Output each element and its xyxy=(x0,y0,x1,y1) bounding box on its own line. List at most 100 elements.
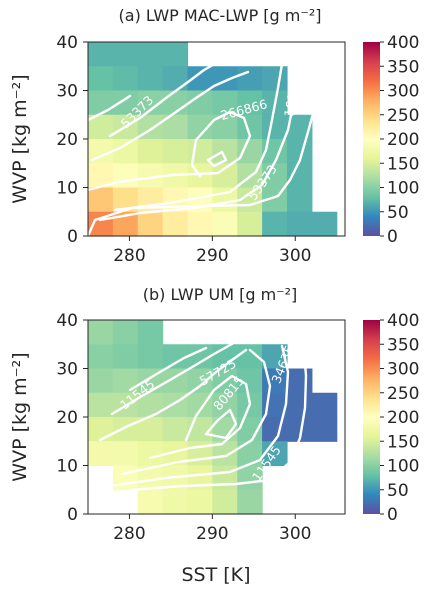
panel-a-cbar-tick-label: 0 xyxy=(387,227,398,247)
panel-b-cell xyxy=(187,368,213,394)
panel-b-contour-1 xyxy=(94,348,308,500)
panel-a-cell xyxy=(137,42,164,67)
panel-a-cell xyxy=(137,139,164,164)
panel-a-cell xyxy=(286,163,313,189)
panel-b-cbar-tick-label: 200 xyxy=(387,408,419,428)
panel-b-cell xyxy=(311,392,338,418)
panel-a-contour-6 xyxy=(90,70,250,162)
panel-a-cell xyxy=(262,211,288,237)
panel-a-cell xyxy=(88,66,114,92)
panel-b-xtick-label: 300 xyxy=(279,524,311,544)
panel-b-cells xyxy=(88,320,338,515)
panel-a-cell xyxy=(212,66,238,92)
panel-a-cell xyxy=(162,42,189,67)
panel-a-contour-3 xyxy=(113,62,284,212)
panel-a-colorbar-ticks: 0 50 100 150 200 250 300 350 400 xyxy=(380,33,419,247)
panel-a-cell xyxy=(112,163,139,189)
panel-a: (a) LWP MAC-LWP [g m⁻²] WVP [kg m⁻²] 533… xyxy=(9,6,419,266)
panel-b-cell xyxy=(112,441,139,467)
panel-b-cell xyxy=(112,344,139,370)
panel-b-cell xyxy=(137,489,164,515)
panel-a-title: (a) LWP MAC-LWP [g m⁻²] xyxy=(119,6,322,25)
panel-a-cell xyxy=(137,66,164,92)
panel-b-cell xyxy=(237,465,263,491)
panel-b-cbar-tick-label: 100 xyxy=(387,457,419,477)
panel-b-cell xyxy=(162,344,189,370)
panel-a-cell xyxy=(112,139,139,164)
panel-b-ytick-label: 0 xyxy=(67,505,78,525)
panel-a-cbar-tick-label: 400 xyxy=(387,33,419,53)
panel-a-ytick-label: 30 xyxy=(56,82,78,102)
panel-b-cell xyxy=(137,344,164,370)
panel-a-contour-2 xyxy=(98,68,300,222)
panel-b-cbar-tick-label: 150 xyxy=(387,432,419,452)
panel-b-cell xyxy=(112,320,139,345)
panel-a-cell xyxy=(286,187,313,213)
panel-b-colorbar-ticks: 0 50 100 150 200 250 300 350 400 xyxy=(380,311,419,525)
panel-a-cbar-tick-label: 100 xyxy=(387,179,419,199)
panel-b-contour-8 xyxy=(128,346,208,392)
panel-b-cell xyxy=(88,368,114,394)
panel-b-cbar-tick-label: 350 xyxy=(387,335,419,355)
panel-b-cbar-tick-label: 50 xyxy=(387,481,409,501)
panel-b-cell xyxy=(262,417,288,442)
panel-a-cbar-tick-label: 250 xyxy=(387,106,419,126)
panel-a-cell xyxy=(237,66,263,92)
panel-a-ytick-label: 20 xyxy=(56,130,78,150)
panel-a-cbar-tick-label: 300 xyxy=(387,82,419,102)
panel-a-cell xyxy=(88,187,114,213)
panel-a-cbar-tick-label: 350 xyxy=(387,57,419,77)
panel-b-cell xyxy=(112,465,139,491)
panel-b-contour-7 xyxy=(110,342,234,416)
panel-b-cell xyxy=(311,417,338,442)
panel-b-contour-6 xyxy=(98,348,248,442)
panel-a-cell xyxy=(162,66,189,92)
panel-b-cbar-tick-label: 300 xyxy=(387,360,419,380)
panel-a-cell xyxy=(262,114,288,140)
panel-b-ytick-label: 20 xyxy=(56,408,78,428)
panel-b-axes: 280 290 300 0 10 20 30 40 xyxy=(56,311,311,544)
panel-b-ytick-label: 40 xyxy=(56,311,78,331)
panel-b-cell xyxy=(88,344,114,370)
panel-a-cell xyxy=(237,139,263,164)
panel-b-cell xyxy=(88,441,114,467)
panel-b-contour-3 xyxy=(120,348,272,476)
panel-a-cell xyxy=(187,211,213,237)
panel-b-cell xyxy=(88,417,114,442)
panel-b-cell xyxy=(286,368,313,394)
panel-b-cell xyxy=(286,392,313,418)
panel-a-cell xyxy=(286,211,313,237)
panel-b-cbar-tick-label: 400 xyxy=(387,311,419,331)
panel-a-cbar-tick-label: 200 xyxy=(387,130,419,150)
panel-b-cbar-tick-label: 0 xyxy=(387,505,398,525)
panel-a-contour-5 xyxy=(206,150,228,168)
panel-a-cell xyxy=(137,211,164,237)
panel-a-xtick-label: 300 xyxy=(279,246,311,266)
panel-a-cells xyxy=(88,42,338,237)
panel-b: (b) LWP UM [g m⁻²] WVP [kg m⁻²] 11545 57… xyxy=(9,285,419,586)
panel-a-xtick-label: 280 xyxy=(113,246,145,266)
panel-b-cell xyxy=(262,441,288,467)
panel-a-ytick-label: 40 xyxy=(56,33,78,53)
panel-b-cell xyxy=(187,489,213,515)
panel-b-cell xyxy=(137,320,164,345)
panel-a-contour-1 xyxy=(86,68,322,238)
panel-b-cbar-tick-label: 250 xyxy=(387,384,419,404)
panel-b-ytick-label: 10 xyxy=(56,457,78,477)
panel-a-cell xyxy=(237,90,263,116)
panel-b-cell xyxy=(88,392,114,418)
panel-b-cell xyxy=(137,441,164,467)
panel-b-cell xyxy=(162,489,189,515)
panel-a-cell xyxy=(311,211,338,237)
panel-a-cell xyxy=(88,90,114,116)
panel-a-cell xyxy=(237,211,263,237)
panel-a-contour-4 xyxy=(86,110,252,192)
panel-b-cell xyxy=(212,489,238,515)
panel-a-cell xyxy=(112,42,139,67)
panel-a-cell xyxy=(88,42,114,67)
panel-a-axes: 280 290 300 0 10 20 30 40 xyxy=(56,33,311,266)
panel-b-cell xyxy=(162,417,189,442)
panel-b-title: (b) LWP UM [g m⁻²] xyxy=(143,285,298,304)
panel-b-xtick-label: 290 xyxy=(196,524,228,544)
